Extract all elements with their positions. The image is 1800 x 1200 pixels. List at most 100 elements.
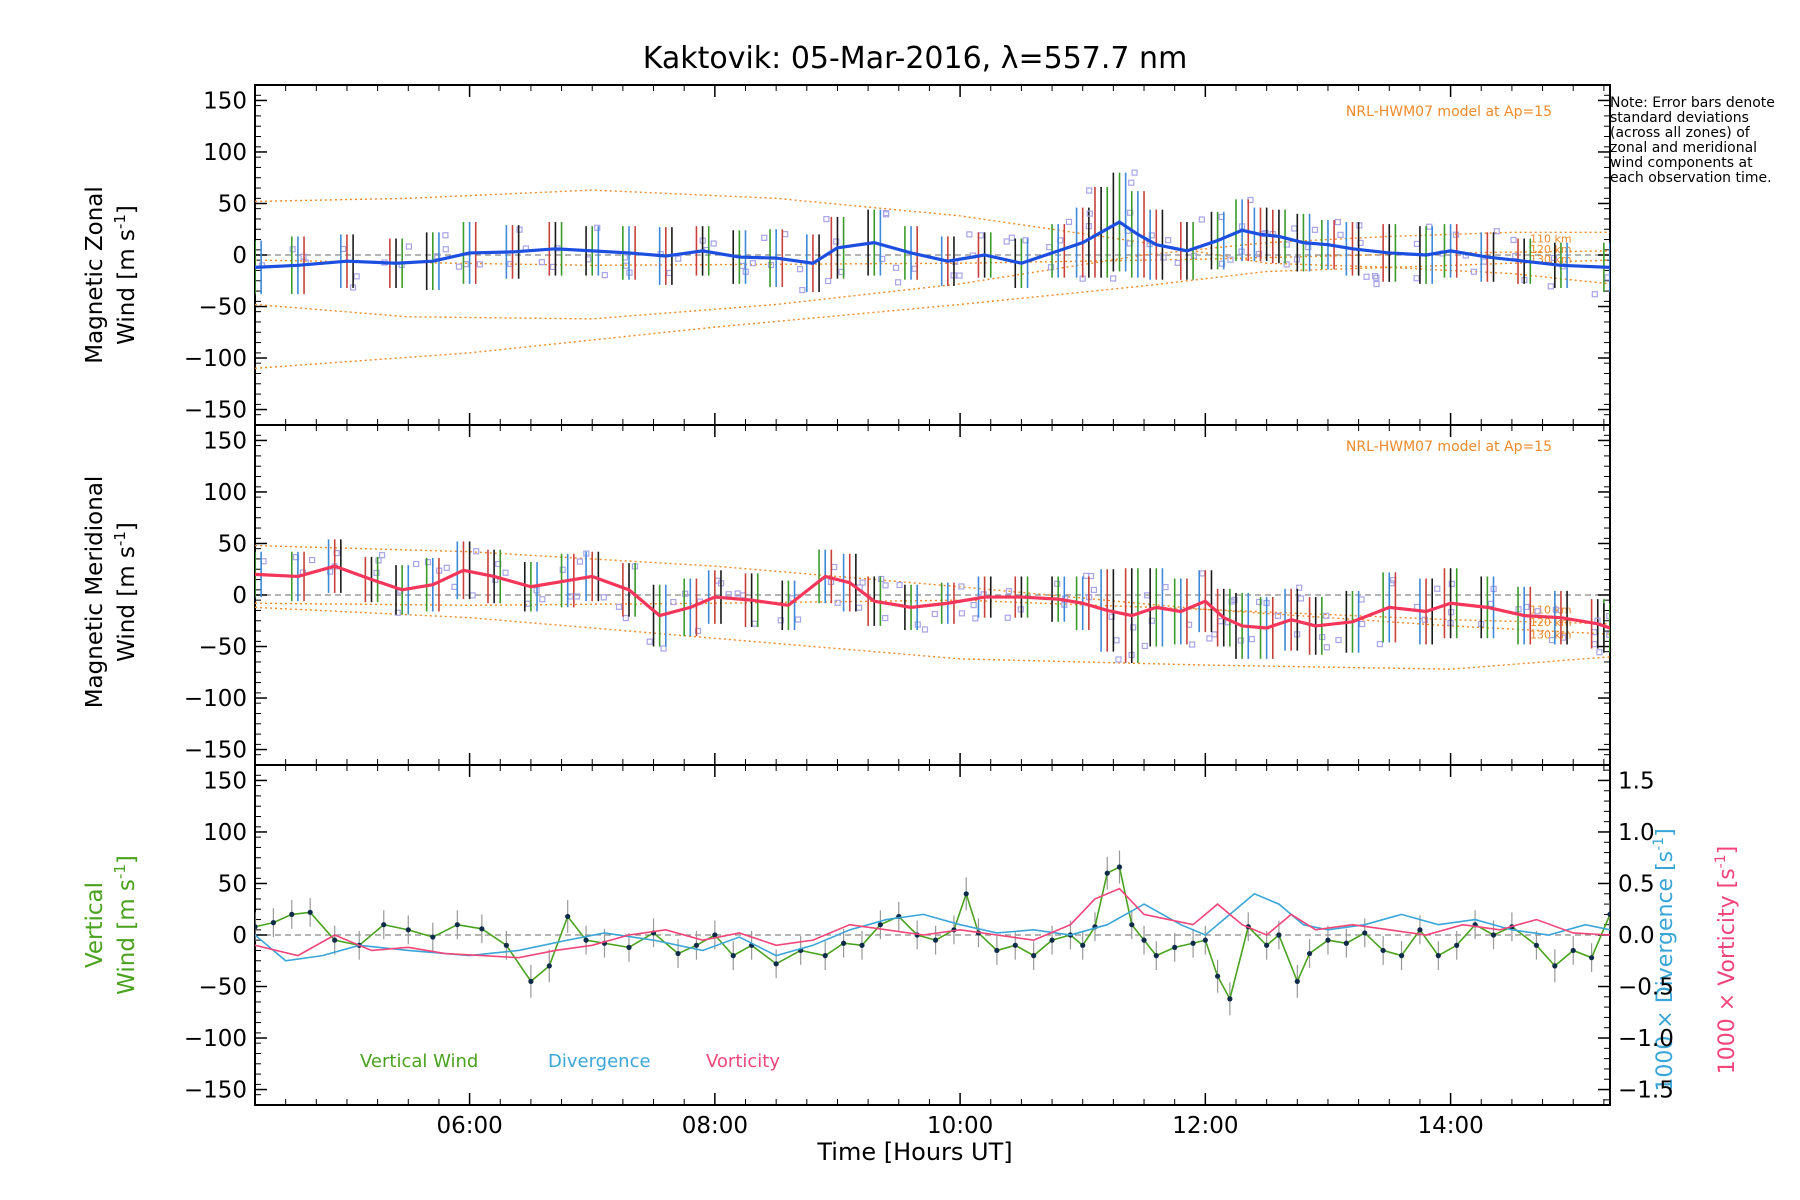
meridional-ytick-label: −150	[184, 738, 247, 764]
zonal-model-label: NRL-HWM07 model at Ap=15	[1346, 104, 1552, 120]
x-tick-label: 06:00	[436, 1113, 502, 1139]
meridional-scatter-point	[670, 598, 677, 606]
zonal-scatter-point	[476, 261, 484, 268]
vorticity-y2-label: 1000 × Vorticity [s-1]	[1713, 846, 1740, 1074]
zonal-scatter-point	[1128, 179, 1135, 186]
vertical-wind-point	[583, 937, 589, 943]
legend-divergence: Divergence	[548, 1051, 651, 1072]
meridional-scatter-point	[794, 616, 802, 623]
meridional-scatter-point	[1217, 618, 1224, 625]
vertical-wind-point	[994, 947, 1000, 954]
zonal-model-alt-label: 110 km	[1530, 233, 1572, 246]
zonal-scatter-point	[710, 240, 717, 247]
error-bar-note: Note: Error bars denote standard deviati…	[1610, 95, 1775, 186]
x-tick-label: 10:00	[927, 1113, 993, 1139]
vertical-wind-point	[1306, 950, 1313, 957]
zonal-scatter-point	[1047, 264, 1055, 271]
zonal-scatter-point	[442, 246, 449, 253]
zonal-scatter-point	[782, 231, 789, 238]
meridional-scatter-point	[958, 610, 965, 617]
vertical-wind-point	[1215, 973, 1221, 979]
zonal-scatter-point	[1174, 259, 1181, 266]
meridional-scatter-point	[751, 620, 758, 627]
meridional-scatter-point	[855, 604, 863, 611]
meridional-scatter-point	[834, 599, 841, 606]
meridional-scatter-point	[1421, 616, 1428, 623]
x-tick-label: 08:00	[682, 1113, 748, 1139]
meridional-scatter-point	[1231, 596, 1238, 604]
zonal-scatter-point	[796, 266, 804, 273]
zonal-scatter-point	[823, 216, 830, 223]
zonal-scatter-point	[1086, 187, 1093, 194]
vertical-wind-point	[1104, 870, 1110, 876]
zonal-scatter-point	[956, 272, 963, 279]
zonal-model-curve	[255, 231, 1610, 320]
meridional-scatter-point	[1199, 570, 1206, 577]
meridional-scatter-point	[308, 556, 316, 564]
zonal-scatter-point	[1426, 223, 1433, 230]
meridional-scatter-point	[413, 560, 420, 568]
zonal-scatter-point	[1373, 274, 1380, 281]
zonal-scatter-point	[246, 282, 251, 287]
meridional-scatter-point	[473, 548, 480, 555]
vertical-wind-point	[1490, 932, 1497, 938]
chart-title: Kaktovik: 05-Mar-2016, λ=557.7 nm	[643, 41, 1188, 76]
vertical-wind-point	[877, 922, 883, 928]
zonal-ytick-label: 150	[203, 88, 247, 114]
zonal-scatter-point	[1148, 232, 1155, 239]
meridional-scatter-point	[559, 566, 566, 573]
zonal-scatter-point	[1110, 275, 1117, 282]
y2-tick-label: 0.5	[1618, 871, 1655, 897]
zonal-scatter-point	[1363, 273, 1370, 280]
zonal-ytick-label: 100	[203, 140, 247, 166]
vertical-wind-point	[1276, 932, 1282, 938]
meridional-scatter-point	[375, 557, 382, 564]
vertical-wind-point	[565, 913, 571, 920]
vertical-wind-point	[546, 963, 552, 969]
vertical-wind-point	[1012, 942, 1018, 948]
zonal-scatter-point	[442, 232, 449, 239]
meridional-scatter-point	[1434, 585, 1441, 592]
zonal-scatter-point	[833, 238, 840, 245]
divergence-y2-label: 1000 × Divergence [s-1]	[1651, 828, 1678, 1091]
meridional-scatter-point	[1323, 644, 1330, 651]
meridional-scatter-point	[1113, 637, 1120, 644]
vertical-wind-point	[712, 932, 718, 938]
meridional-ylabel-line1: Magnetic Meridional	[82, 476, 108, 709]
divergence-line	[255, 892, 1610, 962]
zonal-scatter-point	[1413, 275, 1420, 282]
zonal-ytick-label: −100	[184, 346, 247, 372]
meridional-scatter-point	[424, 559, 432, 566]
zonal-scatter-point	[289, 246, 296, 253]
zonal-ytick-label: 50	[218, 191, 247, 217]
legend-vorticity: Vorticity	[706, 1051, 780, 1072]
vertical-wind-point	[1398, 953, 1405, 959]
meridional-scatter-point	[1004, 614, 1011, 621]
meridional-scatter-point	[972, 615, 979, 622]
meridional-scatter-point	[378, 552, 386, 559]
meridional-scatter-point	[1591, 641, 1598, 648]
zonal-scatter-point	[1452, 231, 1460, 238]
zonal-scatter-point	[1481, 258, 1488, 265]
zonal-scatter-point	[1160, 254, 1167, 261]
zonal-scatter-point	[1065, 218, 1073, 225]
meridional-scatter-point	[1237, 637, 1244, 644]
meridional-scatter-point	[1108, 613, 1115, 620]
vertical-wind-point	[1294, 978, 1300, 984]
zonal-scatter-point	[1165, 237, 1172, 244]
vertical-wind-point	[963, 891, 969, 897]
zonal-scatter-point	[675, 255, 682, 262]
vertical-wind-point	[1190, 940, 1196, 946]
meridional-scatter-point	[373, 569, 380, 577]
zonal-scatter-point	[1512, 252, 1519, 260]
vertical-wind-point	[1552, 963, 1558, 969]
meridional-scatter-point	[1087, 572, 1095, 580]
meridional-scatter-point	[878, 575, 885, 583]
meridional-scatter-point	[622, 614, 629, 622]
meridional-ylabel-line2: Wind [m s-1]	[111, 522, 140, 662]
vertical-wind-point	[1589, 955, 1595, 961]
vertical-wind-point	[840, 940, 847, 946]
meridional-scatter-point	[600, 594, 607, 601]
